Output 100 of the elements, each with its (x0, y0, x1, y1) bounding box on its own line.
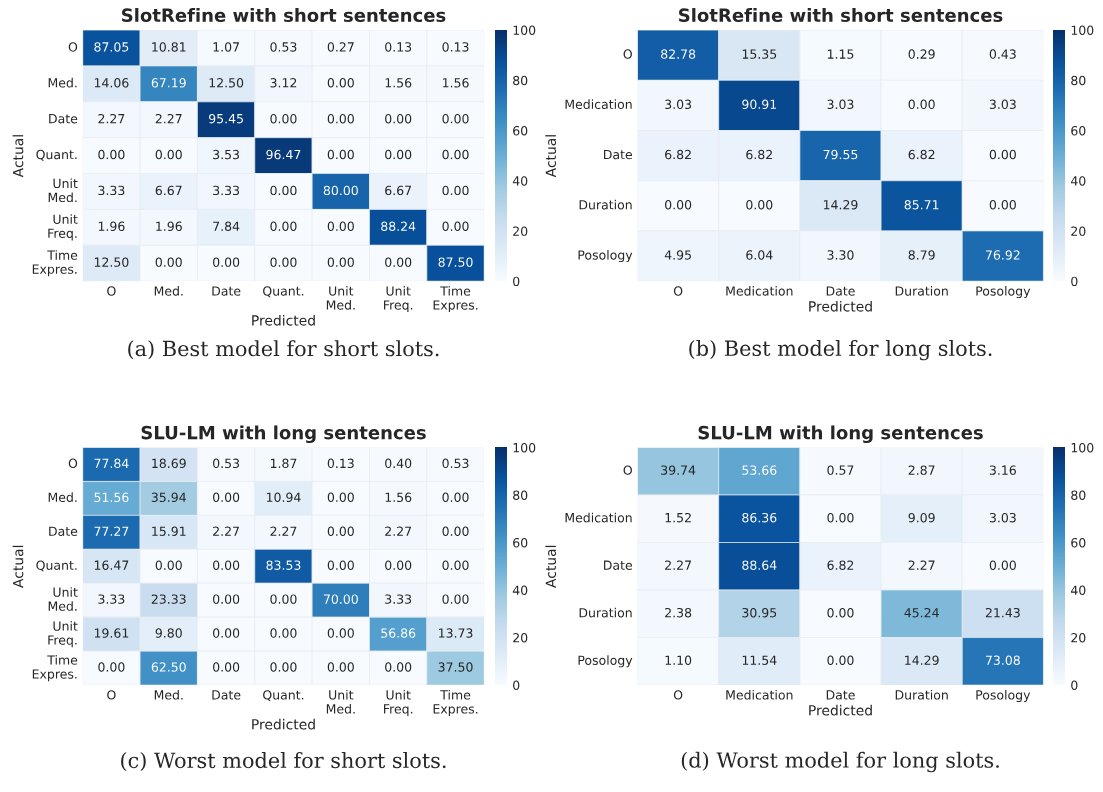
data-label: 2.27 (213, 526, 239, 536)
y-tick-label: Date (604, 149, 633, 160)
data-label: 2.27 (665, 560, 691, 570)
chart-title: SLU-LM with long sentences (698, 425, 983, 444)
color-bar-label: 60 (1071, 125, 1086, 136)
x-axis-title: Predicted (252, 314, 315, 326)
x-axis-title: Predicted (809, 300, 872, 312)
data-label: 85.71 (904, 200, 939, 210)
y-tick-label: O (68, 42, 78, 52)
data-label: 1.56 (385, 492, 412, 503)
data-label: 0.00 (385, 560, 412, 570)
x-tick-label: Unit Med. (326, 689, 355, 714)
data-label: 83.53 (266, 560, 301, 570)
data-label: 80.00 (323, 185, 358, 196)
data-label: 1.10 (665, 655, 692, 665)
x-tick-label: O (673, 286, 683, 296)
data-label: 1.87 (270, 458, 297, 469)
color-bar-label: 100 (1071, 25, 1094, 36)
color-bar-label: 40 (512, 176, 528, 186)
data-label: 0.00 (908, 99, 935, 110)
color-bar-label: 60 (1071, 537, 1086, 548)
data-label: 6.04 (746, 250, 773, 260)
x-tick-label: Date (826, 286, 855, 296)
color-bar-label: 20 (513, 633, 528, 643)
data-label: 0.00 (270, 662, 297, 672)
x-axis-title: Predicted (252, 718, 315, 730)
color-bar-label: 80 (513, 75, 528, 86)
data-label: 6.67 (385, 185, 412, 196)
y-tick-label: Quant. (36, 560, 77, 572)
x-tick-label: Date (212, 690, 241, 700)
data-label: 2.38 (665, 607, 692, 618)
data-label: 45.24 (904, 607, 939, 618)
data-label: 0.00 (327, 149, 354, 160)
y-axis-title: Actual (12, 545, 24, 588)
data-label: 15.91 (152, 526, 186, 536)
data-label: 14.06 (94, 78, 129, 88)
data-label: 3.16 (989, 465, 1016, 475)
data-label: 88.24 (381, 221, 416, 231)
y-tick-label: O (623, 49, 632, 59)
data-label: 2.27 (98, 113, 125, 124)
data-label: 19.61 (94, 628, 129, 638)
data-label: 0.00 (98, 662, 125, 672)
data-label: 0.00 (155, 257, 182, 267)
x-tick-label: Unit Med. (326, 286, 355, 310)
data-label: 6.82 (665, 149, 691, 160)
y-axis-title: Actual (545, 545, 557, 588)
color-bar-label: 20 (1071, 633, 1086, 643)
data-label: 0.00 (327, 662, 354, 672)
data-label: 3.33 (98, 185, 125, 196)
data-label: 0.00 (98, 149, 125, 160)
color-bar-label: 0 (513, 680, 520, 691)
data-label: 6.82 (908, 149, 935, 160)
data-label: 0.00 (989, 200, 1016, 210)
x-tick-label: Date (212, 286, 241, 296)
data-label: 0.00 (442, 594, 469, 604)
data-label: 0.00 (327, 78, 354, 88)
color-bar-label: 0 (1071, 276, 1078, 287)
data-label: 9.09 (908, 512, 935, 523)
data-label: 13.73 (439, 628, 473, 638)
data-label: 3.53 (213, 149, 240, 160)
data-label: 21.43 (985, 607, 1020, 618)
y-tick-label: Duration (579, 199, 632, 210)
data-label: 12.50 (94, 257, 129, 267)
data-label: 0.53 (442, 458, 469, 469)
data-label: 6.82 (827, 560, 854, 570)
data-label: 0.00 (827, 607, 854, 618)
x-tick-label: Quant. (263, 690, 304, 702)
chart-title: SLU-LM with long sentences (141, 425, 426, 444)
x-tick-label: Medication (726, 286, 793, 296)
x-tick-label: Time Expres. (433, 689, 478, 717)
color-bar-label: 80 (1071, 490, 1086, 500)
data-label: 3.03 (665, 99, 692, 110)
y-tick-label: Date (49, 526, 78, 536)
data-label: 79.55 (823, 149, 858, 160)
color-bar-label: 100 (513, 25, 536, 36)
data-label: 10.81 (152, 42, 186, 52)
x-axis-title: Predicted (809, 704, 872, 716)
data-label: 3.03 (827, 99, 854, 110)
data-label: 67.19 (151, 78, 186, 88)
y-tick-label: Med. (48, 77, 77, 88)
data-label: 4.95 (664, 250, 691, 260)
data-label: 0.00 (270, 185, 297, 196)
x-tick-label: Date (826, 690, 855, 700)
data-label: 3.03 (989, 512, 1016, 523)
data-label: 9.80 (155, 628, 182, 638)
data-label: 3.12 (270, 78, 297, 88)
color-bar-label: 60 (513, 537, 528, 548)
data-label: 0.00 (270, 628, 297, 638)
text: (c) Worst model for short slots. (121, 752, 446, 772)
chart-title: SlotRefine with short sentences (679, 8, 1003, 23)
data-label: 87.05 (94, 42, 129, 52)
data-label: 88.64 (742, 560, 777, 570)
data-label: 3.33 (213, 185, 240, 196)
x-tick-label: Duration (895, 689, 948, 700)
data-label: 2.27 (270, 526, 297, 536)
x-tick-label: Unit Freq. (384, 689, 413, 717)
data-label: 0.00 (213, 560, 240, 570)
x-tick-label: Duration (895, 286, 948, 296)
color-bar-label: 40 (1070, 176, 1086, 186)
data-label: 0.00 (442, 526, 469, 536)
